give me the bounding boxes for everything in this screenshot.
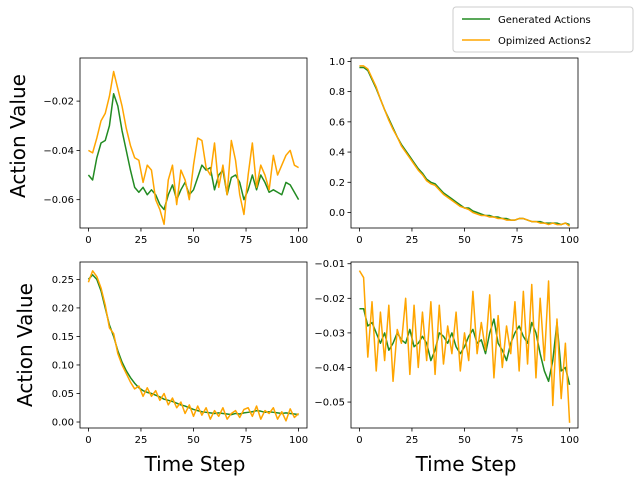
series-line-generated-bottom-right: [359, 307, 571, 385]
x-axis-label-right: Time Step: [415, 452, 517, 476]
x-tick-label: 100: [560, 435, 579, 446]
series-line-generated-bottom-left: [87, 274, 299, 416]
x-tick-label: 0: [85, 235, 91, 246]
y-tick-label: 1.0: [329, 57, 345, 68]
y-tick-label: 0.4: [329, 148, 345, 159]
y-tick-label: 0.15: [52, 332, 74, 343]
x-tick-label: 50: [187, 235, 200, 246]
y-tick-label: −0.02: [43, 97, 74, 108]
x-tick-label: 0: [85, 435, 91, 446]
series-line-optimized-top-right: [359, 65, 571, 227]
y-tick-label: 0.00: [52, 418, 74, 429]
legend-frame: [452, 6, 634, 53]
x-tick-label: 50: [458, 435, 471, 446]
x-tick-label: 75: [240, 435, 253, 446]
y-tick-label: −0.03: [314, 328, 345, 339]
subplot-bottom-left: 0 25 50 75 100 0.00 0.05 0.10 0.15 0.20 0.25: [52, 261, 308, 446]
y-tick-label: 0.05: [52, 389, 74, 400]
x-tick-label: 25: [135, 435, 148, 446]
y-tick-label: 0.8: [329, 87, 345, 98]
axes-frame-top-right: [350, 57, 579, 229]
x-tick-label: 75: [511, 235, 524, 246]
y-axis-label-top: Action Value: [6, 74, 30, 198]
subplot-bottom-right: 0 25 50 75 100 −0.05 −0.04 −0.03 −0.02 −0.01: [314, 259, 579, 446]
x-tick-label: 100: [289, 435, 308, 446]
series-line-optimized-top-left: [88, 70, 299, 226]
y-tick-label: −0.05: [314, 398, 345, 409]
axes-frame-top-left: [79, 57, 308, 229]
x-tick-label: 25: [406, 435, 419, 446]
legend: Generated Actions Opimized Actions2: [452, 6, 634, 53]
series-line-optimized-bottom-right: [358, 270, 571, 423]
y-tick-label: −0.01: [314, 259, 345, 270]
series-line-optimized-bottom-left: [87, 270, 300, 422]
x-tick-label: 75: [511, 435, 524, 446]
series-line-generated-top-left: [87, 92, 300, 211]
x-tick-label: 100: [560, 235, 579, 246]
y-tick-label: 0.25: [52, 275, 74, 286]
subplot-top-left: 0 25 50 75 100 −0.06 −0.04 −0.02: [43, 57, 308, 246]
x-tick-label: 50: [458, 235, 471, 246]
subplots: 0 25 50 75 100 −0.06 −0.04 −0.02 0 25 50 75 100 0.0 0.…: [43, 57, 579, 446]
x-tick-label: 50: [187, 435, 200, 446]
y-tick-label: −0.04: [314, 363, 345, 374]
axes-frame-bottom-left: [79, 261, 308, 429]
x-tick-label: 25: [135, 235, 148, 246]
subplot-top-right: 0 25 50 75 100 0.0 0.2 0.4 0.6 0.8 1.0: [329, 57, 579, 246]
legend-label-generated: Generated Actions: [498, 15, 591, 26]
y-tick-label: 0.2: [329, 178, 345, 189]
series-line-generated-top-right: [359, 66, 570, 226]
y-tick-label: 0.20: [52, 303, 74, 314]
x-tick-label: 100: [289, 235, 308, 246]
y-axis-label-bottom: Action Value: [13, 283, 37, 407]
y-tick-label: 0.10: [52, 360, 74, 371]
x-tick-label: 0: [356, 435, 362, 446]
x-axis-label-left: Time Step: [144, 452, 246, 476]
x-tick-label: 0: [356, 235, 362, 246]
y-tick-label: −0.04: [43, 146, 74, 157]
legend-label-optimized: Opimized Actions2: [498, 36, 591, 47]
x-tick-label: 75: [240, 235, 253, 246]
y-tick-label: 0.6: [329, 117, 345, 128]
y-tick-label: −0.02: [314, 294, 345, 305]
y-tick-label: −0.06: [43, 195, 74, 206]
x-tick-label: 25: [406, 235, 419, 246]
y-tick-label: 0.0: [329, 208, 345, 219]
